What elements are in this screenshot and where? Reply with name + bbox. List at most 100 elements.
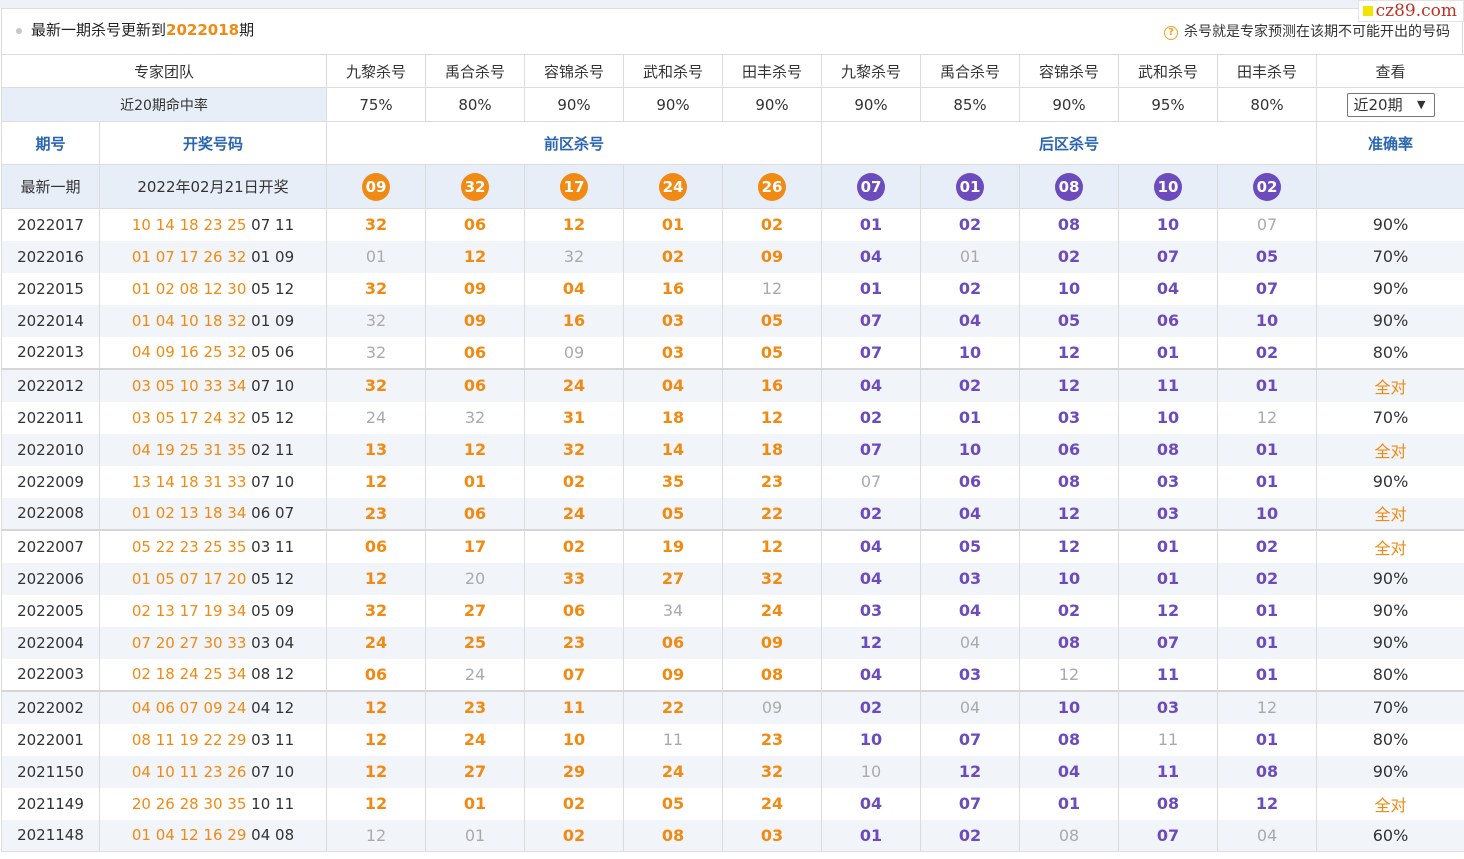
draw-numbers: 13 14 18 31 33 07 10 — [98, 465, 328, 498]
front-kill-number: 09 — [563, 342, 585, 362]
front-kill-number: 01 — [463, 794, 487, 813]
front-kill-number: 06 — [463, 503, 487, 523]
front-kill-number: 05 — [760, 342, 784, 362]
front-draw-numbers: 07 20 27 30 33 — [131, 633, 247, 652]
back-kill-number: 02 — [859, 503, 883, 523]
hit-rate: 90% — [524, 87, 625, 122]
front-kill-number: 22 — [661, 698, 685, 717]
front-kill-number: 31 — [562, 408, 586, 427]
front-kill-number: 08 — [661, 825, 685, 845]
back-kill-number: 10 — [1057, 279, 1081, 298]
back-kill-number: 02 — [1255, 537, 1279, 556]
back-draw-numbers: 05 09 — [251, 601, 295, 620]
table-row: 2022008 01 02 13 18 34 06 07 23 06 24 05 22 02 0… — [1, 497, 1464, 530]
front-draw-numbers: 05 22 23 25 35 — [131, 537, 247, 556]
back-kill-number: 01 — [1156, 342, 1180, 362]
back-draw-numbers: 03 11 — [251, 537, 295, 556]
notice-prefix: 最新一期杀号更新到 — [31, 21, 167, 39]
back-kill-number: 10 — [1255, 311, 1279, 330]
draw-numbers: 04 09 16 25 32 05 06 — [98, 336, 328, 369]
back-kill-number: 04 — [859, 376, 883, 395]
front-draw-numbers: 01 02 08 12 30 — [131, 279, 247, 298]
front-kill-number: 24 — [365, 408, 387, 427]
front-draw-numbers: 10 14 18 23 25 — [131, 215, 247, 234]
back-kill-number: 11 — [1157, 730, 1179, 749]
period-range-select[interactable]: 近20期 ▼ — [1346, 92, 1435, 117]
hit-rate-label: 近20期命中率 — [0, 87, 328, 122]
back-kill-number: 03 — [859, 601, 883, 620]
back-kill-number: 01 — [1255, 472, 1279, 491]
back-kill-number: 07 — [958, 794, 982, 813]
front-kill-number: 27 — [661, 569, 685, 588]
back-kill-number: 12 — [1256, 698, 1278, 717]
front-kill-number: 03 — [661, 311, 685, 330]
front-kill-number: 12 — [364, 698, 388, 717]
back-draw-numbers: 02 11 — [251, 440, 295, 459]
back-kill-number: 12 — [1058, 664, 1080, 684]
latest-draw-date: 2022年02月21日开奖 — [98, 164, 328, 209]
table-row: 2022004 07 20 27 30 33 03 04 24 25 23 06 09 12 0… — [1, 626, 1464, 659]
experts-label: 专家团队 — [0, 54, 328, 88]
table-row: 2022014 01 04 10 18 32 01 09 32 09 16 03 05 07 0… — [1, 304, 1464, 337]
back-kill-number: 12 — [1156, 601, 1180, 620]
front-kill-number: 01 — [365, 247, 387, 266]
back-kill-number: 12 — [1255, 794, 1279, 813]
back-kill-number: 04 — [1156, 279, 1180, 298]
expert-name: 武和杀号 — [1118, 54, 1219, 88]
site-logo[interactable]: cz89.com — [1357, 0, 1464, 22]
back-kill-number: 03 — [1156, 472, 1180, 491]
front-kill-number: 23 — [562, 633, 586, 652]
front-kill-number: 01 — [661, 215, 685, 235]
table-row: 2022012 03 05 10 33 34 07 10 32 06 24 04 16 04 0… — [1, 367, 1464, 402]
expert-name: 禹合杀号 — [920, 54, 1021, 88]
draw-numbers: 01 07 17 26 32 01 09 — [98, 240, 328, 273]
front-kill-number: 16 — [760, 376, 784, 395]
question-icon[interactable]: ? — [1164, 26, 1178, 40]
front-draw-numbers: 04 06 07 09 24 — [131, 698, 247, 717]
period-number: 2022011 — [1, 401, 100, 434]
back-kill-number: 07 — [859, 440, 883, 459]
front-kill-number: 09 — [760, 633, 784, 652]
back-kill-number: 01 — [1255, 633, 1279, 652]
period-number: 2022009 — [1, 465, 100, 498]
back-kill-number: 05 — [1057, 311, 1081, 330]
back-kill-number: 01 — [959, 247, 981, 266]
back-draw-numbers: 01 09 — [251, 311, 295, 330]
period-header: 期号 — [1, 121, 100, 165]
front-draw-numbers: 04 09 16 25 32 — [131, 343, 247, 361]
front-draw-numbers: 01 04 12 16 29 — [131, 826, 247, 845]
front-kill-number: 23 — [760, 730, 784, 749]
front-kill-number: 16 — [562, 311, 586, 330]
back-kill-number: 10 — [1156, 215, 1180, 235]
front-kill-number: 24 — [562, 376, 586, 395]
back-kill-number: 02 — [1255, 569, 1279, 588]
period-select-cell: 近20期 ▼ — [1316, 87, 1464, 122]
expert-name: 九黎杀号 — [326, 54, 427, 88]
front-kill-number: 13 — [364, 440, 388, 459]
draw-numbers: 01 04 10 18 32 01 09 — [98, 304, 328, 337]
hit-rate: 75% — [326, 87, 427, 122]
back-kill-number: 07 — [1255, 279, 1279, 298]
front-draw-numbers: 02 18 24 25 34 — [131, 665, 247, 683]
back-kill-number: 02 — [1057, 601, 1081, 620]
back-kill-number: 07 — [860, 472, 882, 491]
accuracy-value: 70% — [1372, 698, 1409, 717]
front-kill-number: 09 — [661, 664, 685, 684]
accuracy-value: 80% — [1372, 342, 1409, 362]
front-draw-numbers: 13 14 18 31 33 — [131, 472, 247, 491]
back-draw-numbers: 03 11 — [251, 730, 295, 749]
back-kill-number: 01 — [1255, 664, 1279, 684]
expert-name: 武和杀号 — [623, 54, 724, 88]
front-kill-number: 18 — [661, 408, 685, 427]
accuracy-value: 全对 — [1374, 538, 1407, 558]
front-kill-number: 05 — [661, 794, 685, 813]
back-kill-number: 07 — [1156, 247, 1180, 266]
back-kill-number: 02 — [1057, 247, 1081, 266]
period-number: 2022004 — [1, 626, 100, 659]
back-kill-number: 11 — [1156, 762, 1180, 781]
accuracy-value: 全对 — [1374, 795, 1407, 815]
front-kill-number: 06 — [364, 664, 388, 684]
back-kill-number: 04 — [859, 794, 883, 813]
hit-rate-row: 近20期命中率 75% 80% 90% 90% 90% 90% 85% 90% … — [0, 87, 1464, 122]
front-kill-number: 06 — [463, 215, 487, 235]
